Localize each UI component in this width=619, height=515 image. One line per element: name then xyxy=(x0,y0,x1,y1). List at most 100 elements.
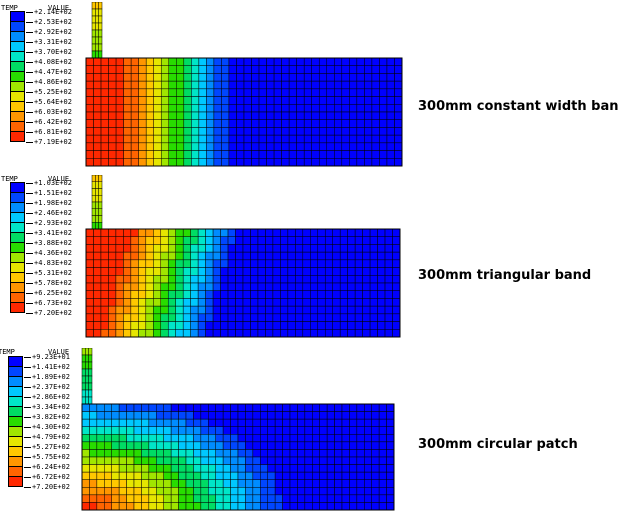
mesh-element xyxy=(96,411,105,420)
mesh-element xyxy=(394,119,403,128)
mesh-element xyxy=(85,251,94,261)
mesh-element xyxy=(145,80,154,90)
mesh-element xyxy=(319,464,328,473)
mesh-element xyxy=(156,411,164,420)
mesh-element xyxy=(123,96,132,105)
mesh-element xyxy=(108,305,117,315)
mesh-element xyxy=(310,267,319,276)
mesh-element xyxy=(273,134,282,144)
mesh-element xyxy=(364,471,372,480)
mesh-element xyxy=(213,65,222,74)
legend-value: +5.25E+02 xyxy=(26,88,72,96)
mesh-element xyxy=(243,127,252,136)
mesh-element xyxy=(118,426,127,435)
mesh-element xyxy=(324,244,333,253)
mesh-element xyxy=(191,80,200,90)
mesh-element xyxy=(108,282,117,291)
mesh-element xyxy=(126,471,135,480)
mesh-element xyxy=(251,73,260,82)
mesh-element xyxy=(280,321,289,330)
mesh-element xyxy=(379,142,388,151)
mesh-element xyxy=(257,244,266,253)
mesh-element xyxy=(104,403,112,412)
mesh-element xyxy=(208,502,216,511)
mesh-element xyxy=(252,426,261,435)
mesh-element xyxy=(339,236,348,245)
mesh-element xyxy=(168,80,177,90)
mesh-element xyxy=(185,494,194,503)
mesh-element xyxy=(227,251,236,261)
mesh-element xyxy=(138,259,147,268)
mesh-element xyxy=(228,80,237,90)
mesh-element xyxy=(252,441,261,450)
mesh-element xyxy=(356,471,365,480)
mesh-element xyxy=(163,464,172,473)
mesh-element xyxy=(265,321,274,330)
mesh-element xyxy=(258,96,267,105)
mesh-element xyxy=(108,88,117,97)
mesh-element xyxy=(252,479,261,488)
mesh-element xyxy=(170,464,179,473)
mesh-element xyxy=(334,134,343,144)
mesh-element xyxy=(130,290,139,299)
mesh-element xyxy=(98,201,103,209)
mesh-element xyxy=(334,57,343,66)
mesh-element xyxy=(288,134,297,144)
mesh-element xyxy=(273,142,282,151)
mesh-element xyxy=(123,282,132,291)
mesh-element xyxy=(198,134,207,144)
mesh-element xyxy=(265,298,274,307)
mesh-element xyxy=(364,456,372,465)
mesh-element xyxy=(237,403,246,412)
mesh-element xyxy=(362,290,371,299)
mesh-element xyxy=(100,158,109,167)
mesh-element xyxy=(326,471,335,480)
mesh-element xyxy=(190,275,199,284)
mesh-element xyxy=(235,313,244,322)
mesh-element xyxy=(356,494,365,503)
mesh-element xyxy=(215,456,224,465)
mesh-element xyxy=(130,96,139,105)
mesh-element xyxy=(242,236,251,245)
mesh-element xyxy=(371,104,380,113)
mesh-element xyxy=(326,96,335,105)
mesh-element xyxy=(354,313,363,322)
mesh-element xyxy=(153,275,162,284)
mesh-element xyxy=(221,65,230,74)
mesh-element xyxy=(319,411,328,420)
mesh-element xyxy=(245,487,254,496)
mesh-element xyxy=(104,494,112,503)
mesh-element xyxy=(130,305,139,315)
mesh-element xyxy=(206,73,215,82)
mesh-element xyxy=(108,127,117,136)
mesh-element xyxy=(242,251,251,261)
mesh-element xyxy=(296,104,305,113)
mesh-element xyxy=(175,251,184,261)
mesh-element xyxy=(386,494,395,503)
mesh-element xyxy=(138,236,147,245)
mesh-element xyxy=(215,502,224,511)
mesh-element xyxy=(384,228,393,237)
mesh-element xyxy=(138,88,147,97)
mesh-element xyxy=(104,434,112,443)
mesh-element xyxy=(295,290,304,299)
legend-value: +2.86E+02 xyxy=(24,393,70,401)
mesh-element xyxy=(326,441,335,450)
mesh-element xyxy=(182,244,191,253)
mesh-element xyxy=(221,150,230,159)
mesh-element xyxy=(227,290,236,299)
mesh-element xyxy=(130,236,139,245)
mesh-element xyxy=(85,244,94,253)
mesh-element xyxy=(123,65,132,74)
mesh-element xyxy=(339,267,348,276)
mesh-element xyxy=(222,426,231,435)
mesh-element xyxy=(243,96,252,105)
mesh-element xyxy=(377,282,386,291)
mesh-element xyxy=(153,305,162,315)
mesh-element xyxy=(104,441,112,450)
mesh-element xyxy=(133,487,142,496)
mesh-element xyxy=(141,471,150,480)
mesh-element xyxy=(317,244,326,253)
mesh-element xyxy=(160,111,170,120)
legend-temp-header: TEMP xyxy=(0,348,15,356)
